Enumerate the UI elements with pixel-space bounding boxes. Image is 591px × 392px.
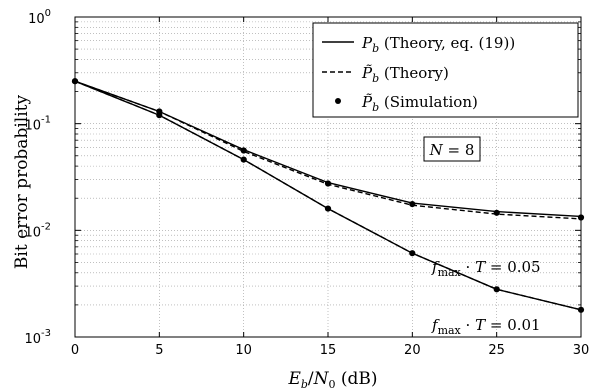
- legend-entry-theory: P̃b (Theory): [361, 64, 449, 85]
- n-annotation-box: [423, 136, 481, 162]
- y-tick-label: 100: [28, 8, 51, 27]
- y-axis-label: Bit error probability: [12, 95, 32, 270]
- simulation-point: [156, 108, 163, 115]
- x-axis-label: Eb/N0 (dB): [287, 369, 377, 391]
- curve-annotation-005: fmax · T = 0.05: [431, 258, 541, 279]
- x-tick-label: 5: [155, 343, 163, 358]
- ticks: 0 5 10 15 20 25 30 100 10-1 10-2 10-3: [24, 8, 589, 358]
- curve-annotation-001: fmax · T = 0.01: [431, 316, 541, 337]
- simulation-point: [240, 156, 247, 163]
- simulation-point: [493, 286, 500, 293]
- simulation-point: [324, 180, 332, 187]
- n-annotation-text: N = 8: [429, 141, 475, 159]
- x-tick-label: 15: [320, 343, 337, 358]
- simulation-point: [493, 209, 500, 216]
- y-tick-label: 10-2: [24, 221, 51, 240]
- simulation-point: [324, 205, 332, 212]
- n-annotation: N = 8: [423, 136, 481, 162]
- plot-data: [71, 78, 585, 313]
- x-tick-label: 10: [235, 343, 252, 358]
- x-tick-label: 30: [573, 343, 590, 358]
- x-tick-label: 20: [404, 343, 421, 358]
- x-tick-label: 25: [488, 343, 505, 358]
- legend-entry-simulation: P̃b (Simulation): [361, 93, 478, 114]
- simulation-point: [409, 250, 416, 257]
- y-tick-label: 10-3: [24, 328, 51, 347]
- simulation-point: [240, 147, 247, 154]
- y-tick-label: 10-1: [24, 115, 51, 134]
- legend: Pb (Theory, eq. (19)) P̃b (Theory) P̃b (…: [312, 22, 579, 118]
- legend-entry-theory-eq19: Pb (Theory, eq. (19)): [361, 34, 515, 55]
- legend-box: [312, 22, 579, 118]
- legend-swatch-marker: [335, 98, 341, 104]
- simulation-point: [409, 201, 416, 208]
- x-tick-label: 0: [71, 343, 79, 358]
